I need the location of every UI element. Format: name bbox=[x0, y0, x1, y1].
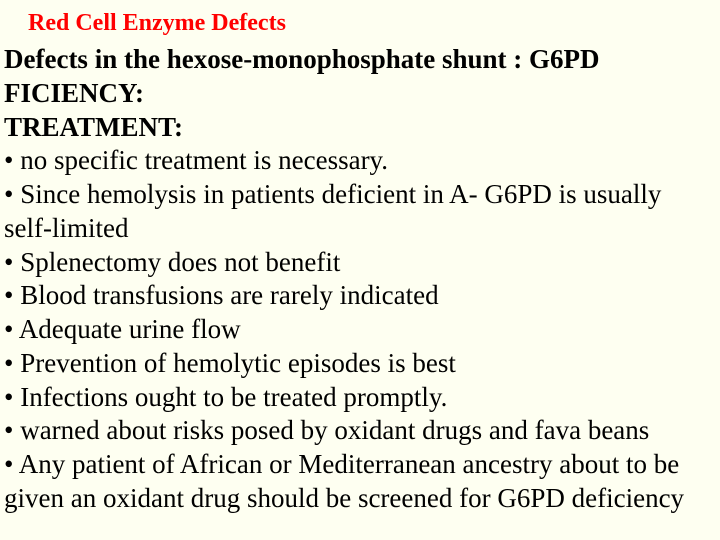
bullet-item: • Infections ought to be treated promptl… bbox=[4, 381, 716, 415]
subtitle-line-2: FICIENCY: bbox=[4, 77, 716, 111]
bullet-item: • warned about risks posed by oxidant dr… bbox=[4, 414, 716, 448]
bullet-item: • Any patient of African or Mediterranea… bbox=[4, 448, 716, 516]
bullet-item: • no specific treatment is necessary. bbox=[4, 144, 716, 178]
treatment-heading: TREATMENT: bbox=[4, 111, 716, 145]
bullet-item: • Since hemolysis in patients deficient … bbox=[4, 178, 716, 246]
slide-title: Red Cell Enzyme Defects bbox=[28, 10, 716, 37]
bullet-item: • Splenectomy does not benefit bbox=[4, 246, 716, 280]
bullet-item: • Prevention of hemolytic episodes is be… bbox=[4, 347, 716, 381]
subtitle-line-1: Defects in the hexose-monophosphate shun… bbox=[4, 43, 716, 77]
bullet-item: • Adequate urine flow bbox=[4, 313, 716, 347]
bullet-item: • Blood transfusions are rarely indicate… bbox=[4, 279, 716, 313]
